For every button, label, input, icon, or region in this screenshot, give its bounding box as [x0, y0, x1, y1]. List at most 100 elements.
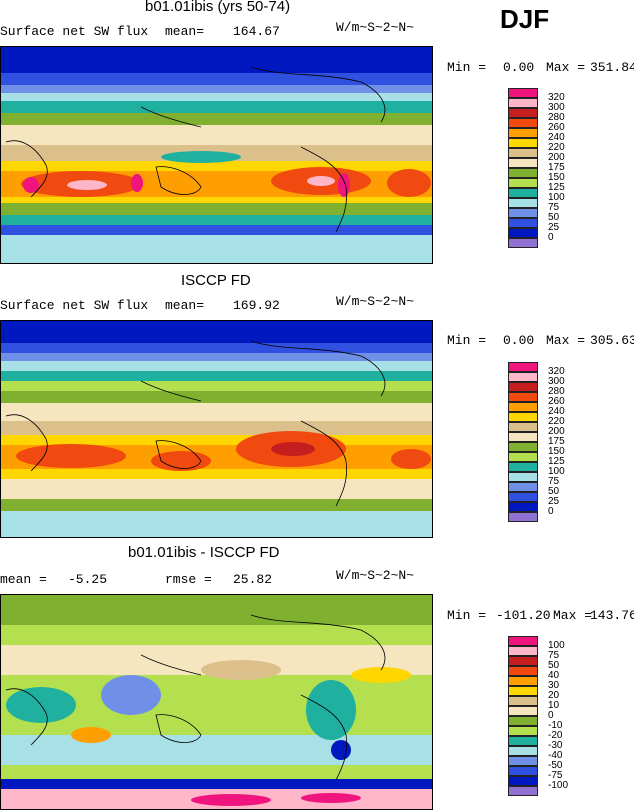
- panel-3-colorbar-label: 75: [548, 650, 560, 661]
- panel-2-colorbar-label: 50: [548, 486, 560, 497]
- panel-2-colorbar-label: 200: [548, 426, 565, 437]
- panel-3-colorbar-swatch: [508, 756, 538, 766]
- panel-1-colorbar-label: 50: [548, 212, 560, 223]
- panel-1-colorbar-label: 25: [548, 222, 560, 233]
- panel-3-colorbar-label: -40: [548, 750, 563, 761]
- panel-1-colorbar-swatch: [508, 198, 538, 208]
- panel-3-colorbar-swatch: [508, 716, 538, 726]
- panel-2-colorbar-swatch: [508, 512, 538, 522]
- panel-1-colorbar-label: 240: [548, 132, 565, 143]
- panel-2-colorbar-swatch: [508, 452, 538, 462]
- panel-1-colorbar-swatch: [508, 208, 538, 218]
- panel-2-map-svg: [1, 321, 432, 537]
- panel-3-colorbar-swatch: [508, 736, 538, 746]
- panel-1-colorbar-swatch: [508, 218, 538, 228]
- panel-3-colorbar-label: 40: [548, 670, 560, 681]
- panel-1-colorbar-swatch: [508, 168, 538, 178]
- panel-3-rmse-label: rmse =: [165, 572, 212, 587]
- panel-1-colorbar-swatch: [508, 88, 538, 98]
- panel-3-colorbar-swatch: [508, 686, 538, 696]
- panel-3-min-value: -101.20: [496, 608, 551, 623]
- panel-2-colorbar-label: 280: [548, 386, 565, 397]
- panel-1-colorbar-label: 100: [548, 192, 565, 203]
- panel-2-colorbar-swatch: [508, 462, 538, 472]
- panel-2-units: W/m~S~2~N~: [336, 294, 415, 309]
- panel-3-min-label: Min =: [447, 608, 487, 623]
- panel-3-colorbar-swatch: [508, 786, 538, 796]
- panel-2-min-value: 0.00: [503, 333, 535, 348]
- panel-1-colorbar-swatch: [508, 238, 538, 248]
- season-label: DJF: [500, 4, 550, 34]
- panel-1-colorbar-swatch: [508, 138, 538, 148]
- panel-2-colorbar-swatch: [508, 382, 538, 392]
- panel-1-colorbar-label: 125: [548, 182, 565, 193]
- panel-1-colorbar-label: 150: [548, 172, 565, 183]
- panel-1-mean-label: mean=: [165, 24, 205, 39]
- panel-2-title: ISCCP FD: [181, 272, 251, 289]
- panel-2-colorbar-label: 260: [548, 396, 565, 407]
- panel-2-colorbar-label: 220: [548, 416, 565, 427]
- panel-1-colorbar-label: 220: [548, 142, 565, 153]
- panel-3-colorbar-label: 20: [548, 690, 560, 701]
- panel-2-colorbar-label: 0: [548, 506, 554, 517]
- panel-3-colorbar-swatch: [508, 706, 538, 716]
- panel-2-colorbar-label: 25: [548, 496, 560, 507]
- panel-3-max-value: 143.76: [590, 608, 634, 623]
- panel-3-colorbar-swatch: [508, 776, 538, 786]
- panel-1-colorbar-swatch: [508, 188, 538, 198]
- panel-1-colorbar-label: 260: [548, 122, 565, 133]
- panel-1-colorbar-label: 300: [548, 102, 565, 113]
- panel-2-min-label: Min =: [447, 333, 487, 348]
- panel-2-colorbar-label: 150: [548, 446, 565, 457]
- panel-1-colorbar-swatch: [508, 118, 538, 128]
- panel-3-colorbar-swatch: [508, 766, 538, 776]
- panel-1-map: [0, 46, 433, 264]
- panel-3-colorbar-label: 10: [548, 700, 560, 711]
- panel-1-max-label: Max =: [546, 60, 586, 75]
- panel-2-max-value: 305.63: [590, 333, 634, 348]
- panel-2-variable-label: Surface net SW flux: [0, 298, 149, 313]
- panel-1-max-value: 351.84: [590, 60, 634, 75]
- panel-3-map: [0, 594, 433, 810]
- panel-2-colorbar-label: 300: [548, 376, 565, 387]
- panel-2-colorbar-label: 175: [548, 436, 565, 447]
- panel-3-max-label: Max =: [553, 608, 593, 623]
- panel-2-colorbar-swatch: [508, 502, 538, 512]
- panel-2-colorbar-swatch: [508, 482, 538, 492]
- panel-1-colorbar-swatch: [508, 98, 538, 108]
- panel-3-mean-label: mean =: [0, 572, 47, 587]
- panel-3-colorbar-label: -20: [548, 730, 563, 741]
- panel-2-colorbar-swatch: [508, 372, 538, 382]
- panel-3-colorbar-swatch: [508, 726, 538, 736]
- panel-1-colorbar-swatch: [508, 228, 538, 238]
- panel-3-mean-value: -5.25: [68, 572, 108, 587]
- panel-3-units: W/m~S~2~N~: [336, 568, 415, 583]
- panel-3-rmse-value: 25.82: [233, 572, 273, 587]
- panel-1-colorbar-label: 200: [548, 152, 565, 163]
- panel-2-map: [0, 320, 433, 538]
- panel-2-colorbar-swatch: [508, 362, 538, 372]
- panel-1-units: W/m~S~2~N~: [336, 20, 415, 35]
- panel-2-mean-label: mean=: [165, 298, 205, 313]
- panel-1-mean-value: 164.67: [233, 24, 280, 39]
- panel-1-map-svg: [1, 47, 432, 263]
- panel-1-colorbar-label: 75: [548, 202, 560, 213]
- panel-2-colorbar-swatch: [508, 392, 538, 402]
- panel-1-colorbar-swatch: [508, 148, 538, 158]
- panel-1-min-value: 0.00: [503, 60, 535, 75]
- panel-3-colorbar-label: 50: [548, 660, 560, 671]
- panel-3-colorbar-label: -10: [548, 720, 563, 731]
- panel-3-colorbar-label: 100: [548, 640, 565, 651]
- panel-2-colorbar-swatch: [508, 472, 538, 482]
- panel-3-colorbar-label: 30: [548, 680, 560, 691]
- panel-3-map-svg: [1, 595, 432, 809]
- panel-3-colorbar-swatch: [508, 646, 538, 656]
- panel-3-colorbar-swatch: [508, 676, 538, 686]
- panel-1-colorbar-label: 280: [548, 112, 565, 123]
- panel-2-colorbar-swatch: [508, 442, 538, 452]
- panel-3-colorbar-swatch: [508, 656, 538, 666]
- panel-2-max-label: Max =: [546, 333, 586, 348]
- panel-1-colorbar-label: 175: [548, 162, 565, 173]
- panel-1-variable-label: Surface net SW flux: [0, 24, 149, 39]
- panel-1-colorbar-swatch: [508, 178, 538, 188]
